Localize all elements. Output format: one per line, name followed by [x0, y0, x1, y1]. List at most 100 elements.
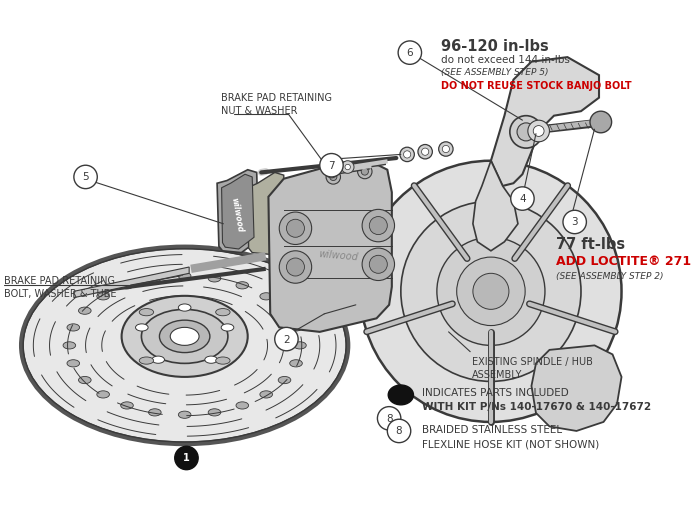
Ellipse shape: [78, 307, 91, 314]
Ellipse shape: [22, 248, 346, 443]
Text: EXISTING SPINDLE / HUB: EXISTING SPINDLE / HUB: [472, 357, 593, 367]
Text: ADD LOCTITE® 271: ADD LOCTITE® 271: [556, 255, 691, 268]
Circle shape: [398, 41, 421, 64]
Ellipse shape: [136, 324, 148, 331]
Circle shape: [286, 219, 304, 237]
Ellipse shape: [290, 324, 302, 331]
Ellipse shape: [141, 310, 228, 363]
Text: NUT & WASHER: NUT & WASHER: [220, 106, 298, 116]
Circle shape: [442, 146, 449, 153]
Ellipse shape: [389, 385, 414, 405]
Circle shape: [362, 209, 395, 242]
Ellipse shape: [78, 377, 91, 384]
Circle shape: [528, 120, 550, 142]
Text: 77 ft-lbs: 77 ft-lbs: [556, 237, 625, 252]
Ellipse shape: [208, 275, 220, 282]
Circle shape: [517, 123, 535, 141]
Circle shape: [279, 212, 312, 245]
Circle shape: [370, 217, 387, 235]
Ellipse shape: [260, 293, 272, 300]
Ellipse shape: [178, 411, 191, 418]
Ellipse shape: [208, 409, 220, 416]
Ellipse shape: [216, 309, 230, 316]
Text: 7: 7: [328, 160, 335, 171]
Text: DO NOT REUSE STOCK BANJO BOLT: DO NOT REUSE STOCK BANJO BOLT: [442, 80, 632, 90]
Ellipse shape: [221, 324, 234, 331]
Ellipse shape: [260, 391, 272, 398]
Ellipse shape: [293, 342, 307, 349]
Ellipse shape: [120, 282, 133, 289]
Circle shape: [342, 160, 354, 173]
Ellipse shape: [152, 356, 164, 363]
Text: wilwood: wilwood: [230, 197, 244, 233]
Text: BRAKE PAD RETAINING: BRAKE PAD RETAINING: [4, 276, 115, 286]
Ellipse shape: [290, 360, 302, 367]
Circle shape: [563, 210, 587, 234]
Polygon shape: [268, 163, 392, 332]
Ellipse shape: [97, 293, 109, 300]
Text: (SEE ASSEMBLY STEP 5): (SEE ASSEMBLY STEP 5): [442, 68, 549, 77]
Text: 6: 6: [407, 48, 413, 58]
Ellipse shape: [148, 275, 161, 282]
Circle shape: [473, 273, 509, 310]
Polygon shape: [222, 174, 254, 249]
Circle shape: [286, 258, 304, 276]
Circle shape: [329, 169, 334, 174]
Circle shape: [345, 164, 351, 170]
Ellipse shape: [278, 307, 290, 314]
Circle shape: [74, 165, 97, 189]
Circle shape: [400, 147, 414, 162]
Polygon shape: [248, 172, 286, 254]
Polygon shape: [491, 57, 599, 186]
Circle shape: [590, 111, 612, 133]
Circle shape: [456, 257, 525, 326]
Circle shape: [361, 168, 368, 175]
Polygon shape: [217, 170, 258, 253]
Circle shape: [377, 407, 401, 430]
Ellipse shape: [170, 327, 199, 345]
Ellipse shape: [178, 272, 191, 280]
Text: BRAIDED STAINLESS STEEL: BRAIDED STAINLESS STEEL: [421, 425, 561, 434]
Text: 2: 2: [283, 334, 290, 345]
Circle shape: [326, 165, 338, 178]
Text: 3: 3: [571, 217, 578, 228]
Circle shape: [360, 160, 622, 422]
Circle shape: [437, 237, 545, 345]
Ellipse shape: [205, 356, 218, 363]
Circle shape: [418, 144, 433, 159]
Circle shape: [533, 125, 544, 136]
Text: BRAKE PAD RETAINING: BRAKE PAD RETAINING: [220, 93, 332, 103]
Text: 4: 4: [519, 194, 526, 204]
Text: wilwood: wilwood: [318, 249, 358, 262]
Ellipse shape: [178, 304, 191, 311]
Polygon shape: [74, 267, 189, 298]
Text: 5: 5: [83, 172, 89, 182]
Ellipse shape: [148, 409, 161, 416]
Ellipse shape: [160, 320, 210, 352]
Circle shape: [274, 327, 298, 351]
Circle shape: [279, 251, 312, 283]
Ellipse shape: [236, 282, 248, 289]
Ellipse shape: [67, 324, 80, 331]
Circle shape: [387, 419, 411, 443]
Text: 96-120 in-lbs: 96-120 in-lbs: [442, 39, 549, 54]
Ellipse shape: [63, 342, 76, 349]
Text: 1: 1: [183, 453, 190, 463]
Text: BOLT, WASHER & TUBE: BOLT, WASHER & TUBE: [4, 288, 116, 299]
Ellipse shape: [120, 402, 133, 409]
Text: 8: 8: [386, 414, 393, 424]
Ellipse shape: [67, 360, 80, 367]
Text: (SEE ASSEMBLY STEP 2): (SEE ASSEMBLY STEP 2): [556, 271, 664, 281]
Ellipse shape: [97, 391, 109, 398]
Text: 8: 8: [395, 426, 402, 437]
Circle shape: [362, 248, 395, 281]
Ellipse shape: [278, 377, 290, 384]
Circle shape: [439, 142, 453, 156]
Ellipse shape: [139, 309, 153, 316]
Circle shape: [358, 164, 372, 179]
Circle shape: [370, 255, 387, 273]
Circle shape: [330, 173, 337, 181]
Polygon shape: [531, 345, 622, 431]
Ellipse shape: [216, 357, 230, 364]
Text: WITH KIT P/Ns 140-17670 & 140-17672: WITH KIT P/Ns 140-17670 & 140-17672: [421, 402, 651, 412]
